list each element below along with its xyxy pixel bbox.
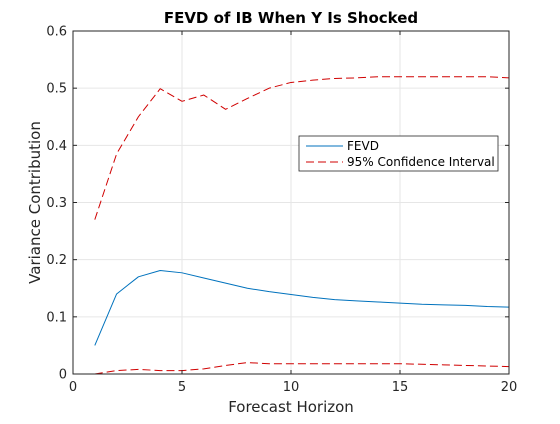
x-tick-label: 5: [178, 380, 186, 395]
axis-ticks: 0 5 10 15 20 0 0.1 0.2 0.3 0.4 0.5 0.6: [46, 25, 517, 396]
chart-legend: FEVD 95% Confidence Interval: [298, 135, 499, 172]
series-lines: [94, 76, 510, 375]
confidence-interval-upper-line: [94, 76, 510, 220]
x-axis-label: Forecast Horizon: [228, 398, 354, 416]
confidence-interval-lower-line: [94, 362, 510, 375]
y-tick-label: 0.1: [46, 310, 67, 325]
y-tick-label: 0.6: [46, 25, 67, 40]
legend-label-fevd: FEVD: [347, 139, 379, 153]
y-axis-label: Variance Contribution: [26, 121, 44, 284]
x-tick-label: 20: [501, 380, 518, 395]
y-tick-label: 0: [59, 368, 67, 383]
legend-label-confidence-interval: 95% Confidence Interval: [347, 155, 495, 169]
chart-title: FEVD of IB When Y Is Shocked: [164, 9, 418, 27]
x-tick-label: 15: [392, 380, 409, 395]
legend-box: [298, 135, 499, 172]
y-tick-label: 0.2: [46, 253, 67, 268]
x-tick-label: 0: [69, 380, 77, 395]
y-tick-label: 0.5: [46, 82, 67, 97]
fevd-line: [94, 270, 510, 346]
y-tick-label: 0.4: [46, 139, 67, 154]
x-tick-label: 10: [283, 380, 300, 395]
y-tick-label: 0.3: [46, 196, 67, 211]
